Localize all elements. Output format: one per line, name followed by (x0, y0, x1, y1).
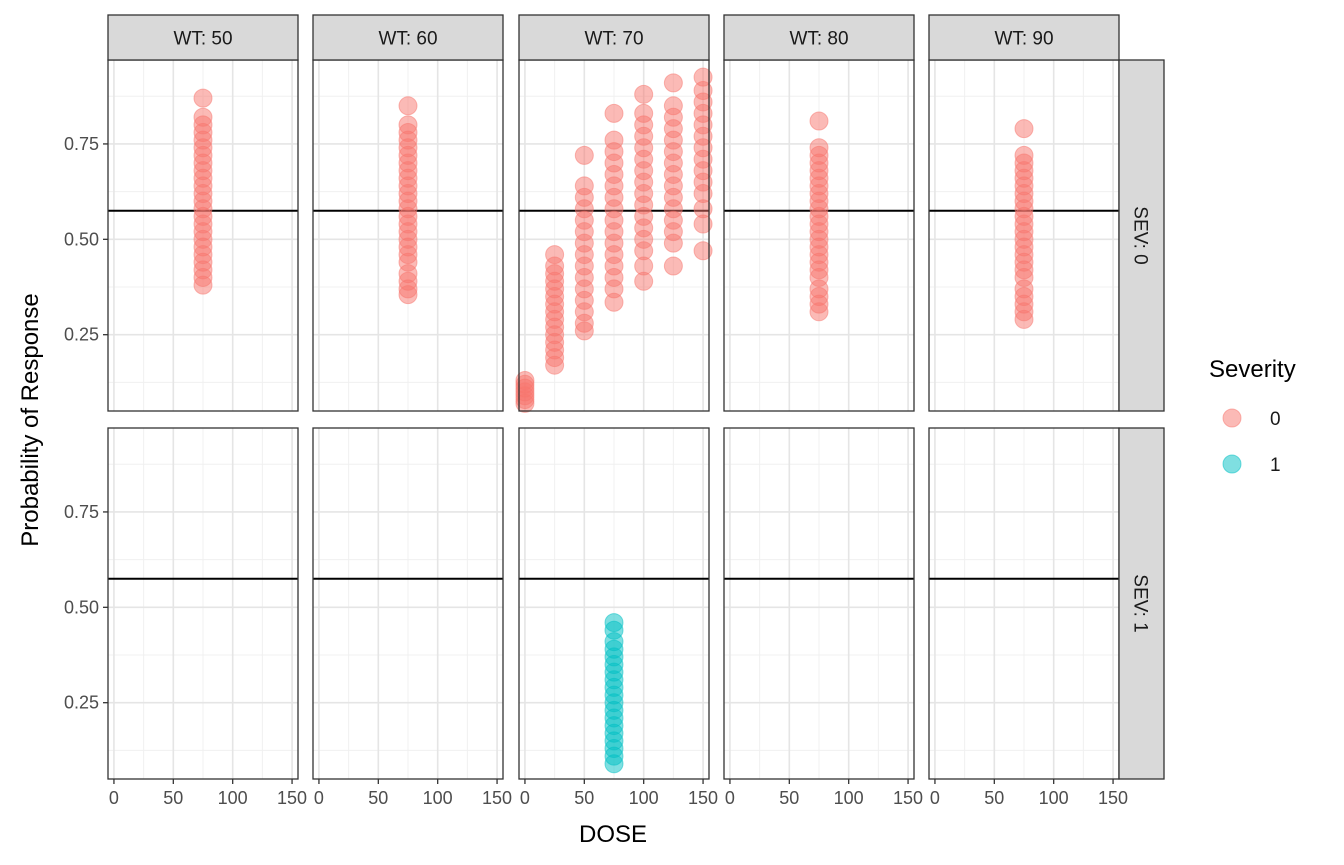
x-tick-label: 50 (368, 788, 388, 808)
legend-title: Severity (1209, 356, 1296, 383)
legend-label-severity-0: 0 (1270, 409, 1281, 430)
x-tick-label: 0 (109, 788, 119, 808)
y-tick-label: 0.75 (64, 134, 99, 154)
y-axis-title: Probability of Response (17, 293, 44, 546)
column-strip (928, 14, 1120, 61)
data-point (693, 67, 713, 87)
column-strip (107, 14, 299, 61)
data-point (604, 103, 624, 123)
facet-panel-1-1 (313, 428, 503, 779)
x-tick-label: 100 (218, 788, 248, 808)
y-tick-label: 0.25 (64, 693, 99, 713)
y-tick-label: 0.50 (64, 229, 99, 249)
panel-border (518, 427, 710, 780)
data-point (809, 111, 829, 131)
panel-border (723, 427, 915, 780)
x-tick-label: 150 (688, 788, 718, 808)
legend-key-severity-0 (1222, 408, 1242, 428)
legend: Severity 0 1 (1209, 356, 1296, 476)
data-point (604, 613, 624, 633)
data-point (809, 138, 829, 158)
data-point (574, 145, 594, 165)
data-point (398, 115, 418, 135)
column-strip-label: WT: 90 (994, 29, 1053, 50)
x-tick-label: 100 (834, 788, 864, 808)
panel-border (312, 427, 504, 780)
x-tick-label: 50 (163, 788, 183, 808)
facet-panel-1-4 (929, 428, 1119, 779)
data-points (193, 67, 1034, 774)
facet-panel-1-2 (519, 428, 709, 779)
facet-panel-1-3 (724, 428, 914, 779)
x-tick-label: 100 (423, 788, 453, 808)
column-strip-label: WT: 60 (378, 29, 437, 50)
x-tick-label: 0 (520, 788, 530, 808)
x-tick-label: 150 (277, 788, 307, 808)
legend-key-severity-1 (1222, 454, 1242, 474)
row-strip (1118, 59, 1165, 412)
column-strip (518, 14, 710, 61)
column-strip-label: WT: 80 (789, 29, 848, 50)
row-strip-label: SEV: 1 (1130, 574, 1151, 632)
panel-border (107, 427, 299, 780)
x-tick-label: 100 (1039, 788, 1069, 808)
data-point (193, 107, 213, 127)
row-strip (1118, 427, 1165, 780)
x-tick-label: 50 (984, 788, 1004, 808)
data-point (634, 103, 654, 123)
data-point (574, 176, 594, 196)
x-tick-label: 100 (629, 788, 659, 808)
facet-panel-1-0 (108, 428, 298, 779)
y-tick-label: 0.50 (64, 597, 99, 617)
x-tick-label: 0 (930, 788, 940, 808)
x-tick-label: 150 (1098, 788, 1128, 808)
data-point (663, 73, 683, 93)
column-strip-label: WT: 70 (584, 29, 643, 50)
x-axis-title: DOSE (579, 821, 647, 848)
x-tick-label: 50 (574, 788, 594, 808)
legend-label-severity-1: 1 (1270, 455, 1281, 476)
x-tick-label: 150 (482, 788, 512, 808)
data-point (663, 96, 683, 116)
data-point (1014, 119, 1034, 139)
x-tick-label: 0 (725, 788, 735, 808)
data-point (545, 245, 565, 265)
data-point (634, 84, 654, 104)
data-point (398, 96, 418, 116)
x-tick-label: 150 (893, 788, 923, 808)
data-point (604, 130, 624, 150)
y-tick-label: 0.25 (64, 325, 99, 345)
y-tick-label: 0.75 (64, 502, 99, 522)
data-point (663, 256, 683, 276)
row-strip-label: SEV: 0 (1130, 206, 1151, 264)
column-strip-label: WT: 50 (173, 29, 232, 50)
column-strip (312, 14, 504, 61)
x-tick-label: 0 (314, 788, 324, 808)
data-point (193, 88, 213, 108)
data-point (1014, 145, 1034, 165)
column-strip (723, 14, 915, 61)
x-tick-label: 50 (779, 788, 799, 808)
data-point (515, 370, 535, 390)
data-point (693, 241, 713, 261)
